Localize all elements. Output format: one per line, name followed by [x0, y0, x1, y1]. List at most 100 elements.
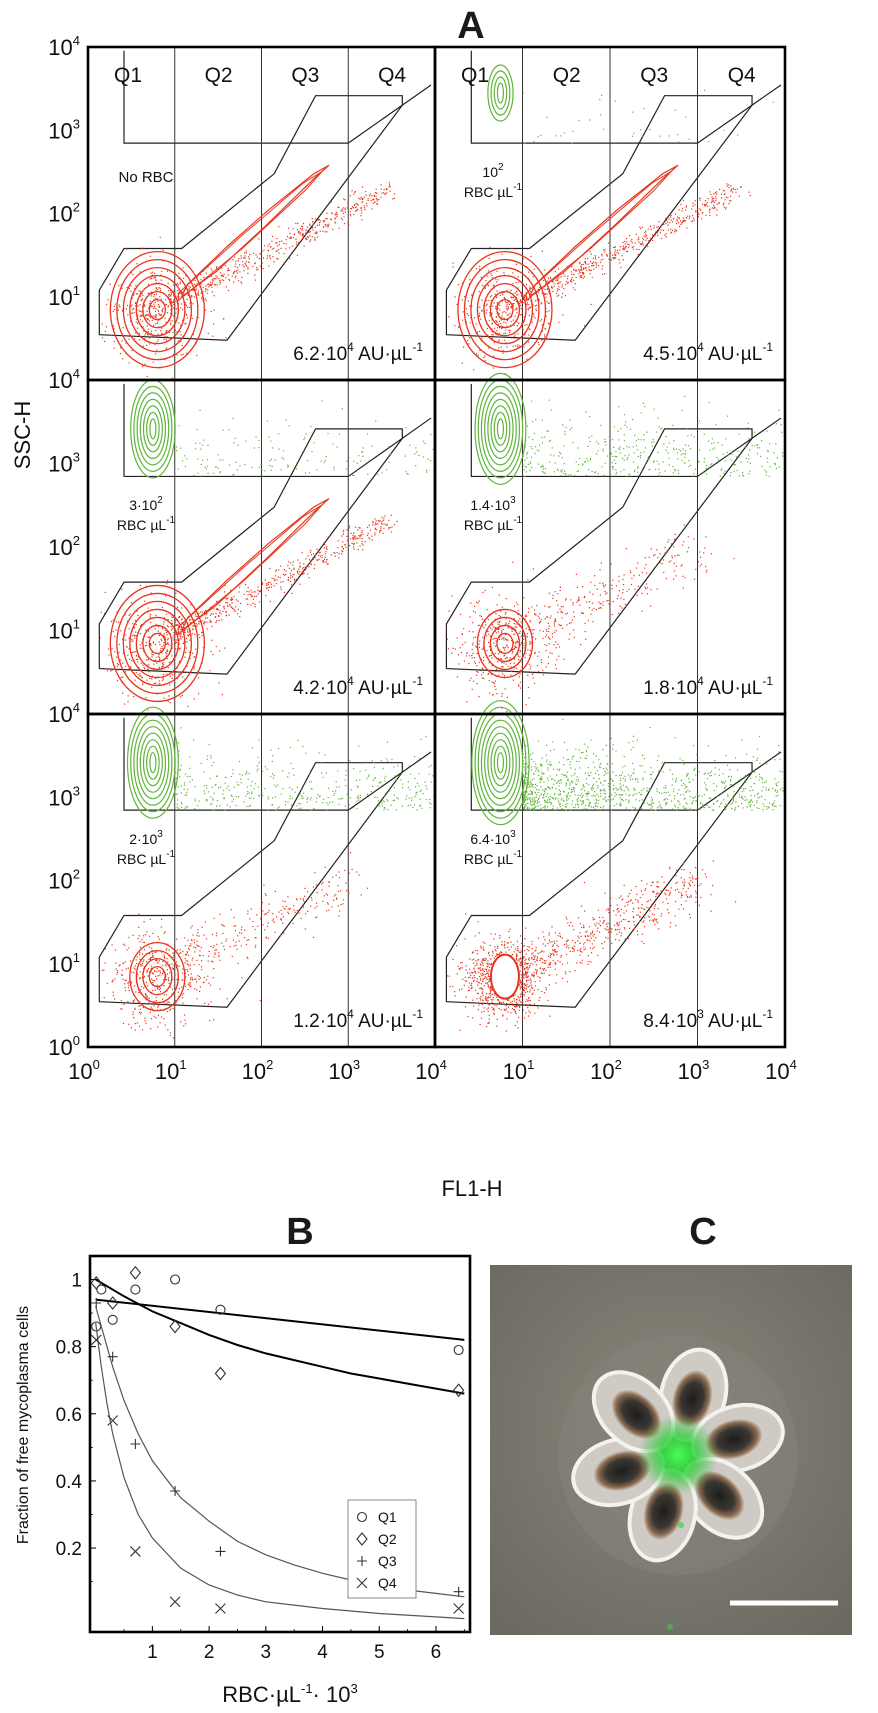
red-event-dot: [505, 342, 507, 344]
green-event-dot: [551, 447, 553, 449]
red-event-dot: [225, 611, 228, 613]
green-density-contour: [493, 76, 508, 110]
red-event-dot: [244, 252, 246, 254]
green-event-dot: [275, 809, 277, 811]
red-event-dot: [141, 648, 143, 650]
red-event-dot: [530, 665, 532, 667]
green-event-dot: [641, 135, 643, 137]
red-event-dot: [133, 985, 135, 987]
red-event-dot: [627, 250, 629, 253]
red-event-dot: [342, 533, 344, 535]
green-event-dot: [537, 463, 539, 465]
green-event-dot: [742, 472, 744, 474]
red-event-dot: [657, 226, 659, 228]
red-event-dot: [326, 894, 329, 896]
red-event-dot: [148, 664, 150, 666]
red-event-dot: [692, 205, 694, 207]
red-event-dot: [190, 978, 192, 981]
red-event-dot: [537, 655, 539, 657]
red-event-dot: [683, 541, 685, 543]
red-event-dot: [674, 539, 676, 541]
red-event-dot: [280, 588, 282, 590]
red-event-dot: [495, 306, 497, 308]
red-event-dot: [564, 275, 566, 277]
red-event-dot: [522, 327, 524, 330]
red-event-dot: [163, 979, 165, 981]
red-event-dot: [466, 652, 468, 654]
green-event-dot: [681, 409, 683, 412]
red-event-dot: [468, 662, 470, 665]
red-event-dot: [282, 581, 284, 583]
red-event-dot: [311, 236, 313, 238]
red-event-dot: [589, 260, 592, 263]
green-event-dot: [776, 457, 778, 459]
red-event-dot: [312, 886, 314, 888]
red-event-dot: [346, 540, 348, 542]
red-event-dot: [354, 535, 356, 537]
red-event-dot: [358, 535, 360, 537]
red-event-dot: [245, 252, 247, 254]
red-event-dot: [356, 538, 358, 540]
red-event-dot: [334, 555, 336, 557]
red-event-dot: [211, 625, 213, 628]
red-event-dot: [522, 301, 524, 303]
red-event-dot: [612, 579, 614, 581]
red-event-dot: [121, 969, 123, 971]
red-event-dot: [477, 602, 479, 604]
red-event-dot: [650, 548, 652, 550]
red-event-dot: [540, 302, 543, 304]
red-event-dot: [169, 1032, 172, 1034]
red-event-dot: [353, 536, 355, 538]
red-event-dot: [291, 584, 293, 586]
red-event-dot: [213, 295, 215, 297]
red-event-dot: [227, 605, 229, 607]
red-event-dot: [334, 218, 336, 220]
red-event-dot: [548, 625, 550, 627]
red-event-dot: [454, 648, 456, 650]
red-event-dot: [682, 221, 684, 223]
red-event-dot: [316, 916, 318, 918]
green-event-dot: [387, 808, 389, 811]
red-event-dot: [678, 554, 680, 556]
red-event-dot: [496, 296, 498, 299]
red-event-dot: [665, 233, 667, 235]
red-event-dot: [210, 621, 212, 623]
red-event-dot: [157, 304, 160, 306]
green-event-dot: [353, 807, 355, 809]
red-event-dot: [125, 989, 127, 992]
green-event-dot: [223, 797, 225, 799]
red-event-dot: [144, 645, 146, 647]
red-event-dot: [686, 227, 688, 229]
red-event-dot: [579, 269, 581, 271]
red-event-dot: [186, 641, 188, 643]
red-density-contour: [489, 290, 521, 329]
red-event-dot: [590, 613, 592, 615]
red-event-dot: [506, 657, 508, 659]
green-event-dot: [532, 439, 534, 441]
red-event-dot: [216, 932, 218, 934]
green-event-dot: [541, 436, 543, 438]
red-event-dot: [539, 622, 541, 624]
red-event-dot: [528, 304, 530, 306]
red-event-dot: [653, 225, 655, 227]
green-event-dot: [416, 451, 418, 453]
red-event-dot: [151, 965, 153, 967]
red-event-dot: [150, 592, 152, 594]
red-event-dot: [167, 943, 169, 945]
red-event-dot: [191, 317, 193, 319]
red-event-dot: [488, 641, 490, 644]
red-event-dot: [165, 994, 168, 996]
red-event-dot: [304, 887, 306, 889]
red-event-dot: [363, 196, 366, 198]
red-event-dot: [589, 251, 591, 253]
red-event-dot: [158, 970, 160, 972]
red-event-dot: [178, 627, 181, 629]
red-event-dot: [196, 282, 198, 284]
red-event-dot: [305, 229, 307, 231]
red-event-dot: [372, 199, 374, 201]
red-event-dot: [190, 973, 192, 975]
red-event-dot: [158, 314, 160, 316]
rbc-annotation-line2: RBC µL-1: [464, 515, 523, 533]
red-event-dot: [625, 548, 627, 550]
red-event-dot: [359, 535, 361, 537]
